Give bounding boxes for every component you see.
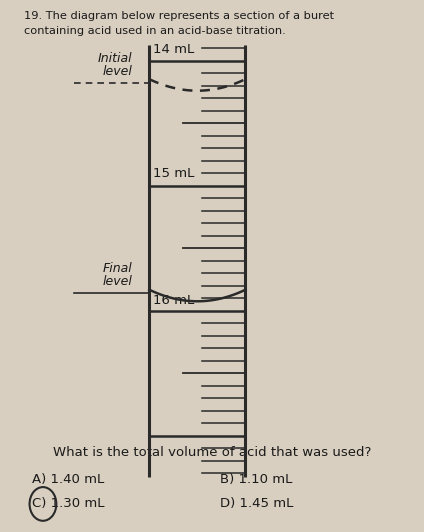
Text: 19. The diagram below represents a section of a buret: 19. The diagram below represents a secti… (24, 11, 334, 21)
Text: A) 1.40 mL: A) 1.40 mL (32, 473, 104, 486)
Text: 14 mL: 14 mL (153, 44, 195, 56)
Text: Final: Final (103, 262, 132, 275)
Text: Initial: Initial (98, 52, 132, 64)
Text: What is the total volume of acid that was used?: What is the total volume of acid that wa… (53, 446, 371, 460)
Text: D) 1.45 mL: D) 1.45 mL (220, 497, 294, 510)
Text: 16 mL: 16 mL (153, 294, 195, 306)
Text: level: level (103, 65, 132, 78)
Text: level: level (103, 275, 132, 288)
Text: C) 1.30 mL: C) 1.30 mL (32, 497, 105, 510)
Text: containing acid used in an acid-base titration.: containing acid used in an acid-base tit… (24, 27, 285, 37)
Text: 15 mL: 15 mL (153, 167, 195, 180)
Text: B) 1.10 mL: B) 1.10 mL (220, 473, 293, 486)
